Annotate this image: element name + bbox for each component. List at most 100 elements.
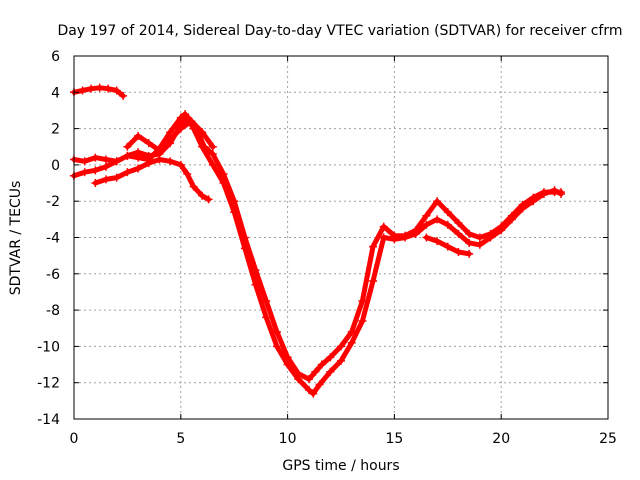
y-tick-label: 0 [51,158,60,174]
data-point [465,238,474,247]
data-point [433,215,442,224]
data-point [304,385,313,394]
data-point [379,233,388,242]
y-tick-label: 6 [51,49,60,65]
data-point [208,142,217,151]
data-point [144,159,153,168]
data-point [208,160,217,169]
data-point [358,316,367,325]
x-tick-label: 20 [492,431,510,447]
y-tick-label: -4 [46,231,60,247]
data-point [80,168,89,177]
series-layer [70,83,566,398]
data-point [123,151,132,160]
data-point [304,375,313,384]
data-point [311,367,320,376]
data-point [465,249,474,258]
data-point [119,91,128,100]
data-point [518,204,527,213]
data-point [557,189,566,198]
y-tick-label: -2 [46,194,60,210]
data-point [443,242,452,251]
data-point [155,146,164,155]
data-point [80,157,89,166]
data-point [390,235,399,244]
data-point [422,211,431,220]
data-point [95,83,104,92]
y-tick-label: -6 [46,267,60,283]
data-point [166,157,175,166]
data-point [187,117,196,126]
data-point [123,168,132,177]
data-point [102,175,111,184]
data-point [176,124,185,133]
data-point [251,280,260,289]
chart-title: Day 197 of 2014, Sidereal Day-to-day VTE… [58,23,623,39]
data-point [144,139,153,148]
data-point [294,375,303,384]
data-point [112,86,121,95]
data-point [475,233,484,242]
x-tick-label: 10 [279,431,297,447]
data-point [486,233,495,242]
data-point [240,244,249,253]
data-point [262,313,271,322]
data-point [347,338,356,347]
data-point [123,142,132,151]
grid [74,56,608,419]
data-point [369,277,378,286]
data-point [443,208,452,217]
data-point [309,389,318,398]
data-point [539,189,548,198]
data-point [176,160,185,169]
data-point [134,164,143,173]
data-point [204,195,213,204]
data-point [422,220,431,229]
y-tick-label: 4 [51,85,60,101]
data-point [507,215,516,224]
data-point [91,166,100,175]
axes: 0 5 10 15 20 25 -14 -12 -10 -8 -6 -4 -2 0 2 4 6 [37,49,617,447]
data-point [283,360,292,369]
data-point [112,157,121,166]
data-point [317,360,326,369]
data-point [134,148,143,157]
data-point [219,179,228,188]
data-point [337,356,345,365]
data-point [262,297,271,306]
data-point [144,151,153,160]
data-point [315,380,324,389]
data-point [189,182,198,191]
data-point [326,353,335,362]
data-point [112,173,121,182]
data-point [358,297,367,306]
data-point [369,242,378,251]
data-point [422,233,431,242]
y-axis-label: SDTVAR / TECUs [8,181,24,296]
y-tick-label: -12 [37,376,60,392]
y-tick-label: -10 [37,339,60,355]
data-point [183,113,192,122]
data-point [87,84,96,93]
data-point [475,240,484,249]
data-point [198,128,207,137]
data-point [166,128,175,137]
data-point [134,131,143,140]
data-point [198,191,207,200]
data-point [433,237,442,246]
data-point [401,233,410,242]
data-point [198,142,207,151]
x-axis-label: GPS time / hours [282,458,399,474]
data-point [411,229,420,238]
x-tick-label: 15 [385,431,403,447]
data-point [91,179,100,188]
data-point [104,84,113,93]
y-tick-label: -8 [46,303,60,319]
data-point [454,248,463,257]
data-point [272,342,281,351]
data-point [183,169,192,178]
data-point [272,327,281,336]
data-point [454,229,463,238]
plot-frame [73,55,609,420]
